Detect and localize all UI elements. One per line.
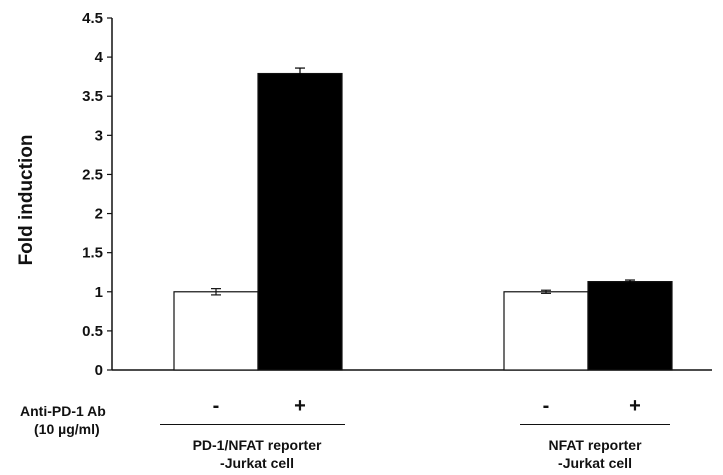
bars [173,67,673,371]
error-bar [295,67,305,80]
bar-group2-plus [587,281,673,371]
treatment-label-line1: Anti-PD-1 Ab [20,403,106,419]
sign-g1-plus: + [294,395,306,417]
error-bar [211,288,221,296]
sign-g2-plus: + [629,395,641,417]
bar-group1-minus [173,291,259,371]
group1-label-line1: PD-1/NFAT reporter [192,437,322,453]
error-bar [625,279,635,284]
y-axis-label: Fold induction [16,135,37,266]
sign-g1-minus: - [212,395,220,417]
group2-divider [520,424,670,425]
y-tick-label: 2 [95,206,103,223]
y-tick-label: 4.5 [82,10,103,27]
error-bar [541,289,551,294]
y-tick-label: 0 [95,362,103,379]
y-tick-label: 3 [95,127,103,144]
group1-label: PD-1/NFAT reporter -Jurkat cell [147,436,367,472]
group2-label: NFAT reporter -Jurkat cell [485,436,705,472]
group2-label-line1: NFAT reporter [548,437,642,453]
bar-group1-plus [257,72,343,371]
y-tick-label: 1 [95,284,103,301]
sign-g2-minus: - [542,395,550,417]
y-tick-label: 4 [95,49,104,66]
bar-group2-minus [503,291,589,371]
y-tick-label: 0.5 [82,323,103,340]
y-tick-label: 3.5 [82,88,103,105]
treatment-label-line2: (10 µg/ml) [34,421,100,437]
treatment-label: Anti-PD-1 Ab (10 µg/ml) [20,402,106,438]
y-tick-label: 1.5 [82,245,103,262]
group1-label-line2: -Jurkat cell [220,455,294,471]
group2-label-line2: -Jurkat cell [558,455,632,471]
y-tick-label: 2.5 [82,166,103,183]
group1-divider [160,424,345,425]
